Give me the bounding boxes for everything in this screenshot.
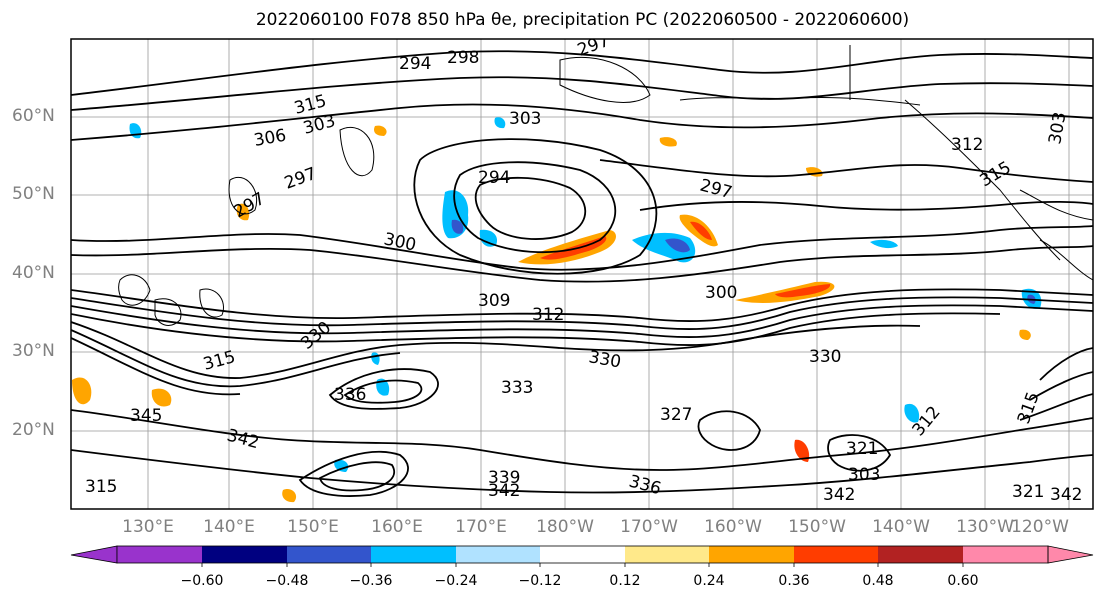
colorbar-bin xyxy=(117,546,202,563)
colorbar-tick-label: −0.48 xyxy=(265,573,309,589)
colorbar-bin xyxy=(794,546,878,563)
contour-label: 321 xyxy=(1012,482,1044,502)
colorbar-bin xyxy=(709,546,794,563)
lon-label: 150°E xyxy=(287,517,339,537)
map-title: 2022060100 F078 850 hPa θe, precipitatio… xyxy=(255,10,910,30)
contour-label: 342 xyxy=(488,481,520,501)
contour-label: 327 xyxy=(660,405,692,425)
colorbar-tick-label: 0.24 xyxy=(693,573,725,589)
contour-label: 330 xyxy=(809,347,841,367)
colorbar-extend-high xyxy=(1047,545,1094,564)
lon-label: 130°E xyxy=(122,517,174,537)
colorbar-tick-label: 0.60 xyxy=(947,573,979,589)
lon-label: 160°E xyxy=(371,517,423,537)
lon-label: 140°W xyxy=(872,517,930,537)
contour-label: 303 xyxy=(848,465,880,485)
colorbar-extend-low xyxy=(70,545,118,564)
contour-label: 333 xyxy=(501,378,533,398)
colorbar-bin xyxy=(878,546,963,563)
colorbar-bin xyxy=(202,546,287,563)
contour-label: 298 xyxy=(447,48,479,68)
contour-label: 303 xyxy=(509,109,541,129)
lon-label: 150°W xyxy=(788,517,846,537)
contour-label: 345 xyxy=(130,406,162,426)
colorbar-tick-marks xyxy=(201,563,964,567)
colorbar-outline xyxy=(116,545,1049,564)
contour-label: 300 xyxy=(705,283,737,303)
contour-label: 342 xyxy=(823,485,855,505)
colorbar xyxy=(70,545,1094,567)
colorbar-tick-label: 0.12 xyxy=(609,573,641,589)
coastlines xyxy=(118,45,1093,326)
contour-label: 321 xyxy=(846,439,878,459)
colorbar-bin xyxy=(625,546,709,563)
contour-label: 312 xyxy=(532,305,564,325)
lat-label: 40°N xyxy=(12,263,55,283)
colorbar-tick-label: −0.36 xyxy=(349,573,393,589)
theta-e-contours xyxy=(71,50,1093,497)
contour-label: 342 xyxy=(1050,485,1082,505)
lat-label: 60°N xyxy=(12,106,55,126)
contour-label: 315 xyxy=(85,477,117,497)
contour-label: 339 xyxy=(488,468,520,488)
lon-label: 180°W xyxy=(536,517,594,537)
colorbar-tick-label: 0.48 xyxy=(862,573,894,589)
contour-label: 312 xyxy=(951,135,983,155)
lon-label: 170°E xyxy=(455,517,507,537)
colorbar-tick-label: 0.36 xyxy=(778,573,810,589)
lon-label: 170°W xyxy=(620,517,678,537)
colorbar-bin xyxy=(963,546,1048,563)
contour-label: 294 xyxy=(399,54,431,74)
graticule xyxy=(71,39,1093,509)
precip-shading xyxy=(72,117,1042,503)
map-frame xyxy=(70,38,1094,510)
lat-label: 50°N xyxy=(12,184,55,204)
colorbar-bin xyxy=(371,546,456,563)
contour-label: 309 xyxy=(478,291,510,311)
contour-label: 294 xyxy=(478,168,510,188)
contour-label: 336 xyxy=(334,385,366,405)
colorbar-tick-label: −0.12 xyxy=(518,573,562,589)
colorbar-bin xyxy=(287,546,371,563)
lon-label: 130°W xyxy=(956,517,1014,537)
colorbar-bin xyxy=(540,546,625,563)
lon-label: 140°E xyxy=(203,517,255,537)
colorbar-tick-label: −0.60 xyxy=(180,573,224,589)
lat-label: 30°N xyxy=(12,341,55,361)
colorbar-bin xyxy=(456,546,540,563)
lon-label: 120°W xyxy=(1011,517,1069,537)
lon-label: 160°W xyxy=(704,517,762,537)
colorbar-tick-label: −0.24 xyxy=(434,573,478,589)
lat-label: 20°N xyxy=(12,420,55,440)
